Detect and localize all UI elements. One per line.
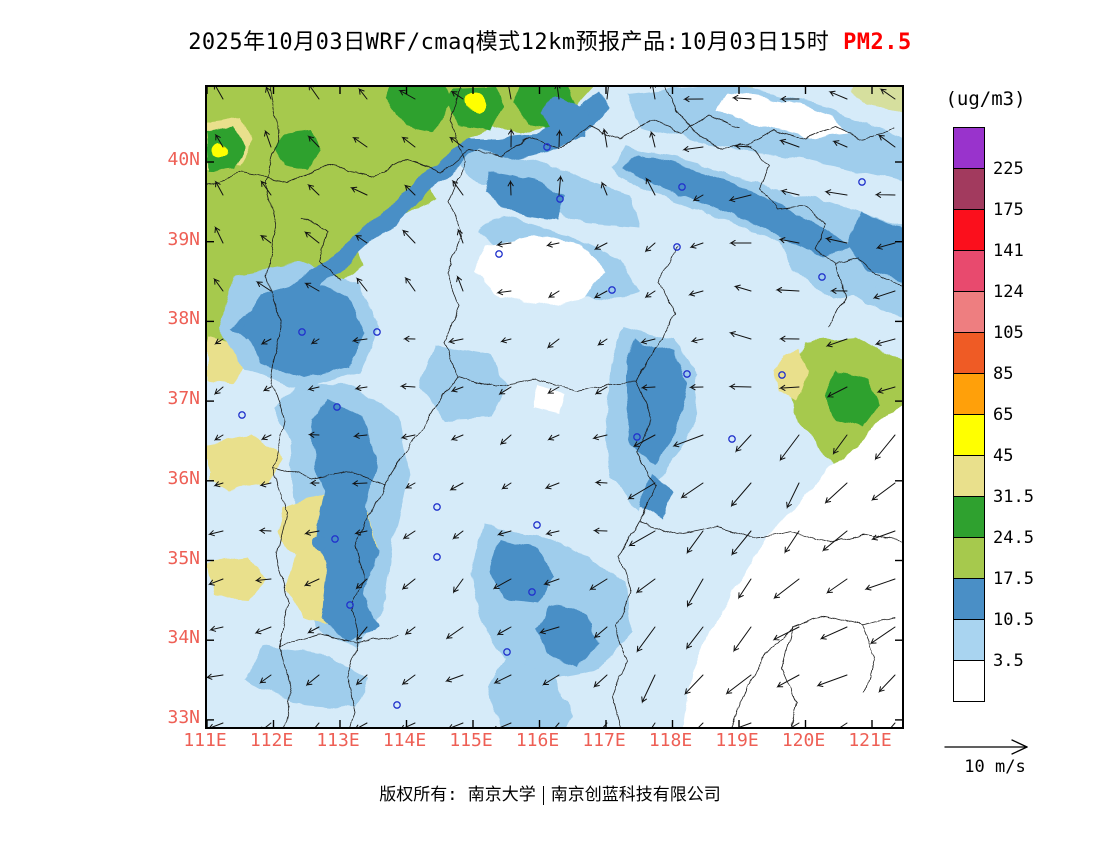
pollutant-label: PM2.5 [843, 30, 912, 55]
lon-tick-label: 111E [183, 730, 227, 751]
lon-tick-label: 121E [848, 730, 892, 751]
colorbar-value-label: 10.5 [993, 610, 1034, 630]
colorbar-box [953, 209, 985, 251]
colorbar-box [953, 660, 985, 702]
colorbar-box [953, 496, 985, 538]
copyright-owner: 版权所有: 南京大学 [379, 785, 536, 805]
colorbar-box [953, 250, 985, 292]
wind-vector-glyphs [207, 87, 896, 727]
colorbar-box [953, 168, 985, 210]
colorbar-value-label: 225 [993, 159, 1024, 179]
colorbar-box [953, 127, 985, 169]
lon-tick-label: 113E [316, 730, 360, 751]
pm25-map-canvas [207, 87, 902, 727]
colorbar-value-label: 175 [993, 200, 1024, 220]
copyright-footer: 版权所有: 南京大学 南京创蓝科技有限公司 [0, 780, 1100, 805]
wind-scale-label: 10 m/s [964, 757, 1026, 777]
colorbar-value-label: 3.5 [993, 651, 1024, 671]
colorbar-value-label: 65 [993, 405, 1014, 425]
colorbar-value-label: 105 [993, 323, 1024, 343]
lat-tick-label: 37N [167, 388, 200, 410]
colorbar-value-label: 45 [993, 446, 1014, 466]
colorbar-value-label: 85 [993, 364, 1014, 384]
pm25-forecast-map [205, 85, 904, 729]
lat-tick-label: 36N [167, 467, 200, 489]
colorbar-box [953, 332, 985, 374]
lat-tick-label: 40N [167, 149, 200, 170]
lat-tick-label: 39N [167, 228, 200, 250]
lon-tick-label: 119E [715, 730, 759, 751]
colorbar [953, 127, 985, 702]
wind-scale-arrow-icon [944, 739, 1028, 755]
colorbar-value-label: 24.5 [993, 528, 1034, 548]
lat-tick-label: 34N [167, 627, 200, 649]
colorbar-box [953, 537, 985, 579]
copyright-company: 南京创蓝科技有限公司 [550, 785, 721, 805]
province-borders [207, 87, 902, 727]
title-text: 2025年10月03日WRF/cmaq模式12km预报产品:10月03日15时 [188, 30, 830, 55]
lon-tick-label: 115E [449, 730, 493, 751]
colorbar-value-label: 141 [993, 241, 1024, 261]
colorbar-box [953, 578, 985, 620]
lon-tick-label: 118E [648, 730, 693, 751]
colorbar-value-label: 17.5 [993, 569, 1034, 589]
lon-tick-label: 117E [582, 730, 626, 751]
lon-tick-label: 120E [781, 730, 826, 751]
lat-tick-label: 35N [167, 547, 200, 569]
legend-unit-label: (ug/m3) [945, 88, 1026, 110]
colorbar-value-label: 124 [993, 282, 1024, 302]
colorbar-value-label: 31.5 [993, 487, 1034, 507]
colorbar-box [953, 291, 985, 333]
lat-tick-label: 33N [167, 706, 200, 728]
colorbar-box [953, 414, 985, 456]
lat-tick-label: 38N [167, 308, 200, 330]
lon-tick-label: 112E [249, 730, 294, 751]
lon-tick-label: 114E [382, 730, 427, 751]
colorbar-box [953, 373, 985, 415]
wind-vectors [207, 87, 896, 727]
page-title: 2025年10月03日WRF/cmaq模式12km预报产品:10月03日15时 … [0, 24, 1100, 56]
colorbar-box [953, 619, 985, 661]
lon-tick-label: 116E [515, 730, 560, 751]
axis-tick-marks [207, 87, 902, 727]
colorbar-box [953, 455, 985, 497]
footer-divider [542, 785, 544, 805]
city-markers [238, 143, 866, 709]
